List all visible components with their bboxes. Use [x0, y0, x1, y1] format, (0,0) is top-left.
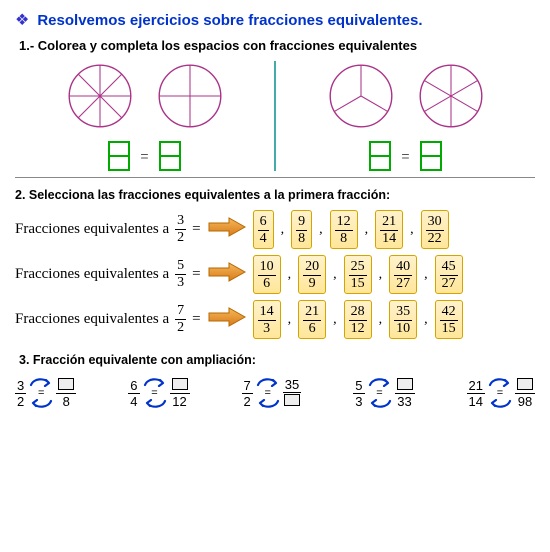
- fraction-option[interactable]: 4527: [435, 255, 463, 294]
- row-label: Fracciones equivalentes a: [15, 221, 169, 238]
- fraction: 143: [258, 305, 276, 336]
- fraction: 2114: [467, 379, 485, 408]
- fraction-option[interactable]: 98: [291, 210, 312, 249]
- fraction: 98: [515, 378, 535, 408]
- q2-rows: Fracciones equivalentes a 32 = 64,98,128…: [15, 210, 535, 339]
- q2-row: Fracciones equivalentes a 32 = 64,98,128…: [15, 210, 535, 249]
- circle-8-slices: [65, 61, 135, 131]
- fraction-option[interactable]: 143: [253, 300, 281, 339]
- fraction: 64: [128, 379, 139, 408]
- fraction-option[interactable]: 216: [298, 300, 326, 339]
- amplification-item: 53 = 33: [353, 375, 414, 411]
- q2-row: Fracciones equivalentes a 53 = 106,209,2…: [15, 255, 535, 294]
- fraction: 98: [296, 215, 307, 246]
- blank-fraction-box[interactable]: [108, 141, 130, 171]
- fraction-option[interactable]: 106: [253, 255, 281, 294]
- circle-4-slices: [155, 61, 225, 131]
- blank-fraction-box[interactable]: [159, 141, 181, 171]
- equals-sign: =: [192, 266, 200, 283]
- cycle-arrows-icon: =: [487, 375, 513, 411]
- fraction: 33: [395, 378, 415, 408]
- circle-3-slices: [326, 61, 396, 131]
- fraction: 53: [175, 259, 186, 290]
- amplification-item: 32 = 8: [15, 375, 76, 411]
- equals-sign: =: [140, 148, 148, 164]
- header: ❖ Resolvemos ejercicios sobre fracciones…: [15, 10, 535, 30]
- equals-sign: =: [192, 311, 200, 328]
- row-label: Fracciones equivalentes a: [15, 266, 169, 283]
- fraction-option[interactable]: 209: [298, 255, 326, 294]
- fraction-option[interactable]: 64: [253, 210, 274, 249]
- fraction-option[interactable]: 4027: [389, 255, 417, 294]
- arrow-icon: [207, 216, 247, 238]
- circle-6-slices: [416, 61, 486, 131]
- q1-left: =: [15, 61, 276, 171]
- fraction: 128: [335, 215, 353, 246]
- arrow-icon: [207, 261, 247, 283]
- fraction: 4215: [440, 305, 458, 336]
- amplification-item: 72 = 35: [242, 375, 302, 411]
- blank-box[interactable]: [517, 378, 533, 390]
- fraction: 53: [353, 379, 364, 408]
- fraction: 12: [170, 378, 190, 408]
- fraction: 2114: [380, 215, 398, 246]
- fraction: 2515: [349, 260, 367, 291]
- q1-right: =: [276, 61, 535, 171]
- fraction: 32: [15, 379, 26, 408]
- cycle-arrows-icon: =: [28, 375, 54, 411]
- fraction-option[interactable]: 3022: [421, 210, 449, 249]
- q2-title: 2. Selecciona las fracciones equivalente…: [15, 188, 535, 202]
- fraction: 216: [303, 305, 321, 336]
- fraction: 8: [56, 378, 76, 408]
- fraction: 4027: [394, 260, 412, 291]
- equals-sign: =: [401, 148, 409, 164]
- fraction-option[interactable]: 2114: [375, 210, 403, 249]
- fraction-option[interactable]: 2515: [344, 255, 372, 294]
- amplification-item: 2114 = 98: [467, 375, 535, 411]
- fraction-option[interactable]: 128: [330, 210, 358, 249]
- equals-sign: =: [192, 221, 200, 238]
- arrow-icon: [207, 306, 247, 328]
- cycle-arrows-icon: =: [255, 375, 281, 411]
- fraction: 209: [303, 260, 321, 291]
- fraction: 32: [175, 214, 186, 245]
- page-title: Resolvemos ejercicios sobre fracciones e…: [37, 12, 422, 29]
- fraction: 35: [283, 378, 301, 408]
- q3-title: 3. Fracción equivalente con ampliación:: [19, 353, 535, 367]
- amplification-item: 64 = 12: [128, 375, 189, 411]
- cycle-arrows-icon: =: [367, 375, 393, 411]
- fraction: 72: [242, 379, 253, 408]
- fraction: 3510: [394, 305, 412, 336]
- fraction-option[interactable]: 3510: [389, 300, 417, 339]
- bullet-icon: ❖: [15, 10, 29, 30]
- blank-box[interactable]: [58, 378, 74, 390]
- q1-panel: = =: [15, 61, 535, 178]
- blank-box[interactable]: [172, 378, 188, 390]
- cycle-arrows-icon: =: [142, 375, 168, 411]
- fraction: 4527: [440, 260, 458, 291]
- fraction: 64: [258, 215, 269, 246]
- fraction: 106: [258, 260, 276, 291]
- blank-box[interactable]: [397, 378, 413, 390]
- fraction: 2812: [349, 305, 367, 336]
- blank-box[interactable]: [284, 394, 300, 406]
- fraction-option[interactable]: 4215: [435, 300, 463, 339]
- fraction: 72: [175, 304, 186, 335]
- row-label: Fracciones equivalentes a: [15, 311, 169, 328]
- fraction-option[interactable]: 2812: [344, 300, 372, 339]
- blank-fraction-box[interactable]: [369, 141, 391, 171]
- blank-fraction-box[interactable]: [420, 141, 442, 171]
- q2-row: Fracciones equivalentes a 72 = 143,216,2…: [15, 300, 535, 339]
- fraction: 3022: [426, 215, 444, 246]
- q3-row: 32 = 8 64 = 12 72 = 35 53 = 33 2114 = 98: [15, 375, 535, 411]
- q1-title: 1.- Colorea y completa los espacios con …: [19, 38, 535, 53]
